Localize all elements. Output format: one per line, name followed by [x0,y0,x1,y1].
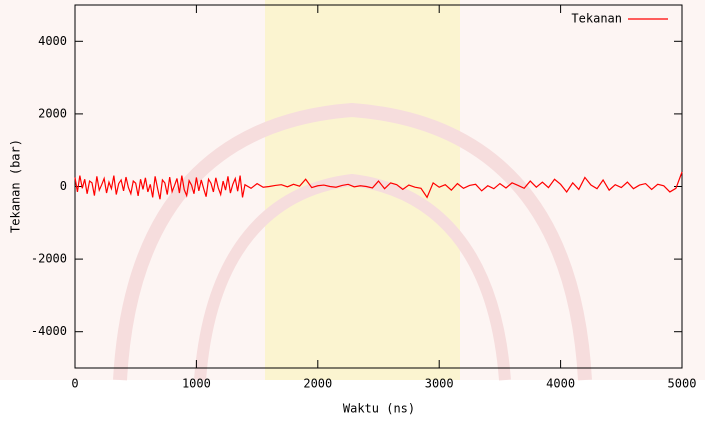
x-tick-label: 2000 [303,377,332,391]
x-axis-label: Waktu (ns) [343,402,415,416]
x-tick-label: 0 [71,377,78,391]
legend-label: Tekanan [571,12,622,26]
y-axis-label: Tekanan (bar) [9,139,23,233]
y-tick-label: -2000 [31,252,67,266]
y-tick-label: 4000 [38,34,67,48]
y-tick-label: 2000 [38,106,67,120]
y-tick-label: -4000 [31,324,67,338]
data-line [74,171,683,200]
x-tick-label: 3000 [425,377,454,391]
y-tick-label: 0 [60,179,67,193]
x-tick-label: 4000 [546,377,575,391]
x-tick-label: 1000 [182,377,211,391]
x-tick-label: 5000 [668,377,697,391]
